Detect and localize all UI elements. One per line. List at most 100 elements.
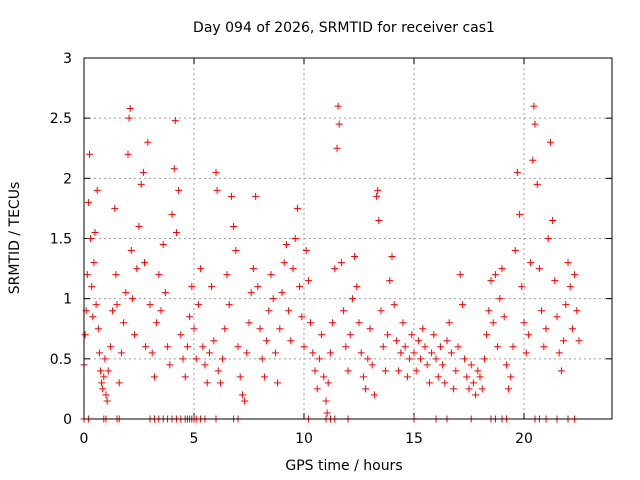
data-point (133, 265, 141, 273)
data-point (166, 361, 174, 369)
data-point (230, 222, 238, 230)
data-point (487, 277, 495, 285)
data-point (177, 331, 185, 339)
data-point (289, 265, 297, 273)
data-point (258, 355, 266, 363)
data-point (157, 307, 165, 315)
data-point (172, 228, 180, 236)
data-point (342, 343, 350, 351)
data-point (194, 301, 202, 309)
data-point (557, 367, 565, 375)
data-point (335, 120, 343, 128)
data-point (368, 361, 376, 369)
data-point (150, 373, 158, 381)
data-point (247, 289, 255, 297)
data-point (461, 355, 469, 363)
data-point (144, 138, 152, 146)
y-tick-label: 2.5 (50, 111, 72, 127)
data-point (575, 337, 583, 345)
data-point (304, 277, 312, 285)
data-point (353, 283, 361, 291)
data-point (115, 379, 123, 387)
data-point (443, 337, 451, 345)
data-point (568, 325, 576, 333)
data-point (571, 271, 579, 279)
data-point (142, 343, 150, 351)
data-point (530, 102, 538, 110)
data-point (81, 331, 89, 339)
y-tick-label: 3 (63, 51, 72, 67)
data-point (334, 102, 342, 110)
data-point (214, 367, 222, 375)
data-point (179, 355, 187, 363)
data-point (362, 385, 370, 393)
data-point (225, 301, 233, 309)
data-point (285, 307, 293, 315)
data-point (489, 319, 497, 327)
data-point (260, 373, 268, 381)
data-point (205, 349, 213, 357)
data-point (447, 349, 455, 357)
data-point (280, 259, 288, 267)
data-point (513, 168, 521, 176)
data-point (546, 138, 554, 146)
data-point (502, 361, 510, 369)
data-point (203, 379, 211, 387)
data-point (99, 385, 107, 393)
data-point (428, 349, 436, 357)
y-axis-label: SRMTID / TECUs (7, 182, 23, 295)
data-point (102, 391, 110, 399)
data-point (192, 355, 200, 363)
data-point (419, 325, 427, 333)
data-point (351, 253, 359, 261)
data-point (263, 337, 271, 345)
data-point (494, 343, 502, 351)
data-point (83, 271, 91, 279)
data-point (469, 379, 477, 387)
data-point (399, 319, 407, 327)
data-points (80, 102, 583, 423)
data-point (278, 289, 286, 297)
data-point (171, 117, 179, 125)
data-point (320, 373, 328, 381)
data-point (452, 367, 460, 375)
data-point (186, 313, 194, 321)
chart-title: Day 094 of 2026, SRMTID for receiver cas… (193, 20, 495, 36)
data-point (423, 361, 431, 369)
data-point (529, 156, 537, 164)
data-point (463, 373, 471, 381)
data-point (87, 235, 95, 242)
data-point (498, 265, 506, 273)
data-point (373, 192, 381, 200)
data-point (104, 367, 112, 375)
data-point (245, 319, 253, 327)
data-point (159, 241, 167, 249)
data-point (249, 265, 257, 273)
data-point (344, 367, 352, 375)
data-point (101, 355, 109, 363)
data-point (573, 307, 581, 315)
data-point (496, 295, 504, 303)
data-point (386, 277, 394, 285)
data-point (397, 349, 405, 357)
data-point (522, 349, 530, 357)
data-point (256, 325, 264, 333)
data-point (267, 271, 275, 279)
data-point (307, 319, 315, 327)
data-point (238, 391, 246, 399)
y-tick-label: 2 (63, 171, 72, 187)
data-point (109, 307, 117, 315)
data-point (425, 379, 433, 387)
data-point (227, 192, 235, 200)
plot-frame (83, 57, 613, 420)
data-point (566, 283, 574, 291)
data-point (401, 343, 409, 351)
data-point (92, 301, 100, 309)
data-point (93, 186, 101, 194)
x-tick-label: 15 (405, 431, 423, 447)
data-point (454, 343, 462, 351)
data-point (417, 355, 425, 363)
data-point (323, 409, 331, 417)
y-tick-label: 1 (63, 292, 72, 308)
